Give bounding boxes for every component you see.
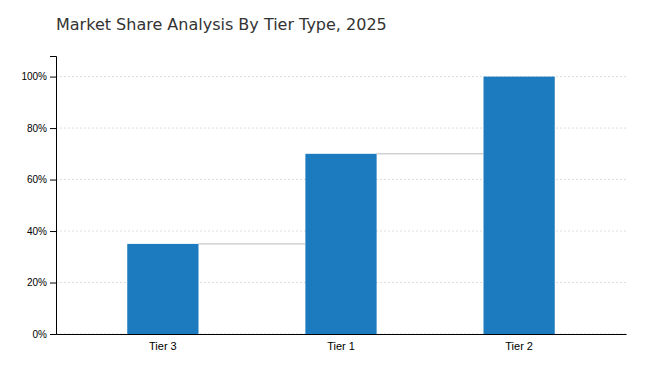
grid (56, 77, 626, 334)
title: Market Share Analysis By Tier Type, 2025 (56, 15, 387, 34)
bar (127, 244, 198, 334)
y-tick: 20% (27, 277, 56, 288)
y-tick-mark (50, 180, 56, 181)
y-tick: 40% (27, 226, 56, 237)
marks (127, 77, 555, 334)
y-tick-label: 40% (27, 226, 47, 237)
x-tick: Tier 3 (149, 340, 177, 352)
x-tick: Tier 1 (327, 340, 355, 352)
y-tick-label: 0% (33, 329, 48, 340)
y-tick-mark (50, 77, 56, 78)
y-tick-label: 100% (21, 71, 47, 82)
y-tick-label: 80% (27, 123, 47, 134)
bar (484, 77, 555, 334)
x-axis-line (57, 334, 627, 335)
y-tick-mark (50, 128, 56, 129)
y-tick: 0% (33, 329, 56, 340)
plot: 0% 20% 40% 60% 80% 100% Tier 3 Tier 1 Tier 2 (21, 57, 626, 352)
chart-container: Market Share Analysis By Tier Type, 2025… (0, 0, 650, 370)
y-axis-line (50, 57, 57, 335)
y-tick-mark (50, 334, 56, 335)
connector (377, 153, 484, 154)
x-tick: Tier 2 (505, 340, 533, 352)
y-tick: 100% (21, 71, 56, 82)
bar (305, 154, 376, 334)
x-tick-label: Tier 3 (149, 340, 177, 352)
y-tick-label: 20% (27, 277, 47, 288)
x-axis: Tier 3 Tier 1 Tier 2 (57, 335, 627, 352)
chart-svg: Market Share Analysis By Tier Type, 2025… (0, 0, 650, 370)
y-tick: 60% (27, 174, 56, 185)
x-tick-label: Tier 1 (327, 340, 355, 352)
connector (199, 243, 306, 244)
y-tick-mark (50, 231, 56, 232)
y-tick-mark (50, 283, 56, 284)
y-axis: 0% 20% 40% 60% 80% 100% (21, 57, 56, 340)
x-tick-label: Tier 2 (505, 340, 533, 352)
y-tick: 80% (27, 123, 56, 134)
y-tick-label: 60% (27, 174, 47, 185)
